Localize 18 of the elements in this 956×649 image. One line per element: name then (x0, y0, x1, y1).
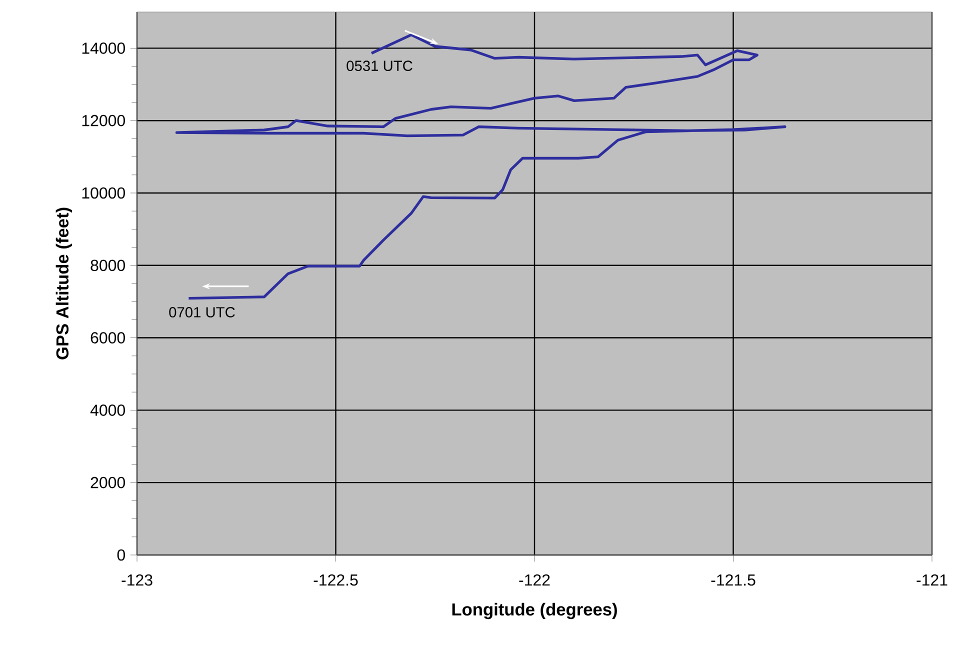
y-tick-label: 8000 (90, 260, 126, 272)
x-tick-label: -122.5 (314, 574, 358, 586)
line-series (175, 33, 786, 300)
x-tick-label: -121 (916, 574, 948, 586)
y-tick-label: 0 (117, 549, 126, 561)
y-tick-label: 4000 (90, 404, 126, 416)
y-axis-title: GPS Altitude (feet) (56, 208, 72, 360)
y-tick-label: 14000 (82, 42, 126, 54)
y-tick-label: 2000 (90, 476, 126, 488)
x-tick-label: -123 (122, 574, 152, 586)
y-tick-label: 10000 (82, 187, 126, 199)
x-tick-label: -122 (519, 574, 550, 586)
annotation: 0701 UTC (169, 307, 235, 318)
y-tick-label: 12000 (82, 114, 126, 126)
y-tick-label: 6000 (90, 332, 126, 344)
x-axis-title: Longitude (degrees) (452, 602, 617, 620)
x-tick-label: -121.5 (711, 574, 756, 586)
annotation: 0531 UTC (346, 60, 412, 72)
